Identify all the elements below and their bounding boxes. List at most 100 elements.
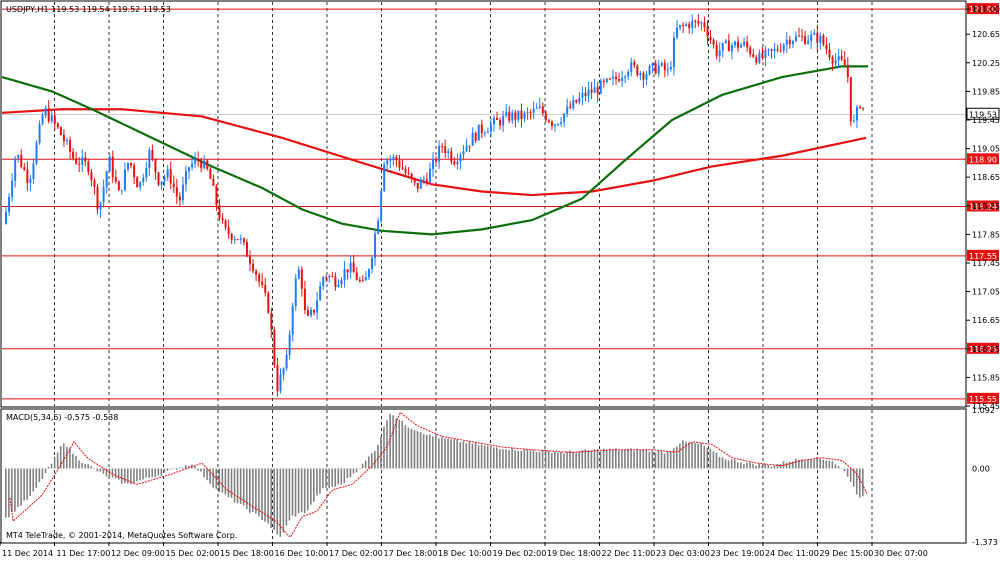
candle-body xyxy=(807,40,810,44)
macd-bar xyxy=(791,461,794,469)
x-tick-label: 11 Dec 2014 xyxy=(2,549,53,558)
candle-body xyxy=(804,36,807,44)
macd-bar xyxy=(26,468,28,500)
macd-bar xyxy=(163,468,166,473)
macd-bar xyxy=(514,450,516,469)
macd-bar xyxy=(175,468,178,470)
candle-body xyxy=(377,220,380,234)
candle-body xyxy=(679,25,682,28)
macd-bar xyxy=(486,445,489,469)
candle-body xyxy=(44,108,47,116)
macd-bar xyxy=(96,468,99,472)
candle-body xyxy=(587,89,590,97)
candle-body xyxy=(14,158,17,181)
y-tick-label: 118.65 xyxy=(972,173,1000,182)
macd-bar xyxy=(425,435,428,469)
macd-bar xyxy=(349,468,352,478)
candle-body xyxy=(203,160,206,169)
candle-body xyxy=(819,35,822,43)
macd-bar xyxy=(172,468,175,469)
candle-body xyxy=(859,107,861,109)
candle-body xyxy=(325,277,328,279)
macd-bar xyxy=(541,450,544,469)
macd-bar xyxy=(69,447,71,469)
macd-bar xyxy=(648,451,651,469)
candle-body xyxy=(297,269,300,279)
price-tag xyxy=(966,107,1000,120)
candle-body xyxy=(828,49,831,58)
macd-bar xyxy=(105,468,108,477)
candle-body xyxy=(407,173,410,175)
macd-bar xyxy=(496,447,498,469)
candle-body xyxy=(139,182,142,188)
y-tick-label: 116.25 xyxy=(972,345,1000,354)
candle-body xyxy=(462,151,465,155)
macd-bar xyxy=(35,468,38,488)
macd-bar xyxy=(221,468,224,493)
macd-bar xyxy=(389,414,391,469)
macd-bar xyxy=(767,465,770,469)
candle-body xyxy=(816,32,819,43)
candle-body xyxy=(151,150,154,160)
macd-bar xyxy=(718,457,721,469)
macd-bar xyxy=(44,468,47,474)
y-tick-label: 117.05 xyxy=(972,288,1000,297)
macd-bar xyxy=(316,468,318,496)
macd-bar xyxy=(584,449,587,469)
candle-body xyxy=(572,99,575,109)
x-tick-label: 23 Dec 03:00 xyxy=(656,549,710,558)
macd-bar xyxy=(837,465,840,469)
macd-bar xyxy=(123,468,126,483)
macd-bar xyxy=(319,468,321,494)
macd-bar xyxy=(804,460,806,469)
candle-body xyxy=(642,73,645,80)
macd-bar xyxy=(428,434,431,469)
candle-body xyxy=(852,120,855,122)
macd-bar xyxy=(413,430,416,469)
candle-body xyxy=(486,131,489,133)
macd-bar xyxy=(535,451,538,469)
x-tick-label: 30 Dec 07:00 xyxy=(874,549,928,558)
candle-body xyxy=(791,40,794,45)
candle-body xyxy=(276,365,279,392)
candle-body xyxy=(505,111,508,116)
candle-body xyxy=(127,162,129,170)
candle-body xyxy=(212,178,215,186)
candle-body xyxy=(794,35,797,41)
macd-bar xyxy=(733,459,736,469)
candle-body xyxy=(334,276,337,287)
candle-body xyxy=(123,169,126,191)
x-tick-label: 23 Dec 19:00 xyxy=(711,549,765,558)
y-tick-label: 119.45 xyxy=(972,116,1000,125)
macd-bar xyxy=(569,450,571,469)
candle-body xyxy=(633,62,636,66)
level-tag-label: 115.55 xyxy=(969,395,997,404)
candle-body xyxy=(514,112,517,120)
macd-bar xyxy=(90,466,92,469)
macd-bar xyxy=(346,468,349,479)
candle-body xyxy=(560,122,563,124)
macd-bar xyxy=(669,450,672,469)
macd-bar xyxy=(807,459,809,469)
macd-bar xyxy=(130,468,132,485)
macd-bar xyxy=(602,448,605,469)
candle-body xyxy=(361,280,364,282)
macd-bar xyxy=(694,442,696,469)
candle-body xyxy=(5,211,7,224)
macd-bar xyxy=(267,468,269,524)
candle-body xyxy=(255,270,258,275)
candle-body xyxy=(270,312,273,330)
candle-body xyxy=(102,186,105,203)
candle-body xyxy=(279,374,282,392)
candle-body xyxy=(17,154,20,159)
candle-body xyxy=(703,22,706,28)
macd-bar xyxy=(255,468,257,514)
macd-bar xyxy=(471,443,474,469)
candle-body xyxy=(145,168,148,178)
candle-body xyxy=(447,151,450,154)
candle-body xyxy=(233,239,236,241)
macd-bar xyxy=(862,468,864,497)
macd-bar xyxy=(377,444,379,469)
candle-body xyxy=(346,269,349,273)
level-tag-label: 116.25 xyxy=(969,345,997,354)
